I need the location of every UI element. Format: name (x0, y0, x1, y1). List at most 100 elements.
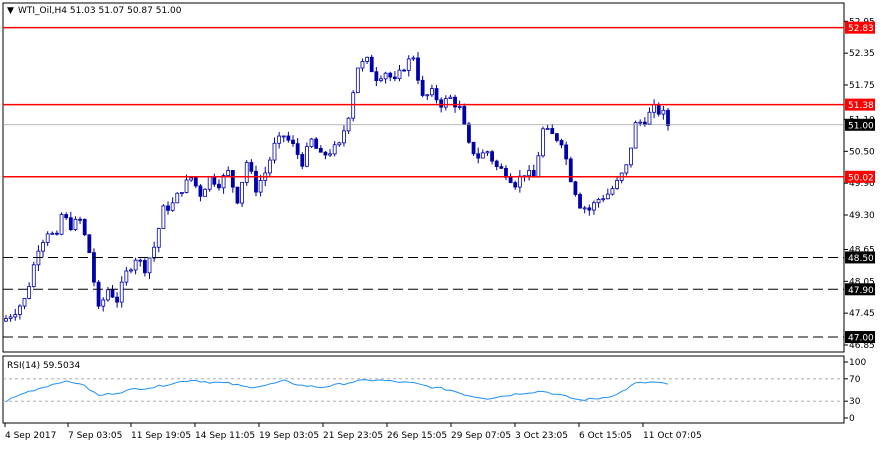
price-tick-label: 51.75 (849, 81, 875, 91)
candle-body (175, 192, 180, 204)
candle-body (189, 177, 194, 181)
candle-body (203, 188, 207, 197)
candle-body (59, 214, 64, 235)
candle-body (656, 104, 661, 115)
candle-body (240, 181, 244, 204)
level-label-box (845, 98, 875, 111)
candle-body (78, 218, 82, 221)
candle-body (638, 121, 643, 124)
candle-body (554, 133, 559, 141)
candle-body (379, 78, 383, 81)
candle-body (217, 183, 221, 189)
candle-body (73, 218, 78, 231)
time-tick-label: 6 Oct 15:05 (579, 431, 632, 441)
candle-body (161, 205, 166, 229)
candle-body (281, 135, 286, 138)
rsi-tick-label: 70 (849, 375, 861, 385)
level-label: 48.50 (848, 254, 874, 264)
dropdown-arrow-icon[interactable]: ▼ (7, 6, 14, 16)
candle-body (36, 250, 41, 266)
candle-body (420, 79, 425, 96)
price-tick-label: 48.65 (849, 245, 875, 255)
candle-body (244, 162, 249, 183)
candle-body (605, 193, 610, 200)
time-tick-label: 11 Sep 19:05 (131, 431, 191, 441)
candle-body (249, 162, 254, 172)
candle-body (152, 246, 157, 259)
candle-body (254, 170, 258, 193)
candle-body (480, 152, 485, 159)
time-tick-label: 26 Sep 15:05 (387, 431, 447, 441)
candle-body (87, 234, 92, 254)
price-tick-label: 52.35 (849, 49, 875, 59)
candle-body (388, 72, 393, 78)
level-label: 47.00 (848, 334, 874, 344)
candle-body (545, 128, 550, 130)
candle-body (624, 164, 629, 174)
candle-body (180, 192, 184, 194)
rsi-indicator: 100 70 30 0 (3, 358, 866, 424)
candle-body (355, 67, 360, 94)
symbol-info: WTI_Oil,H4 51.03 51.07 50.87 51.00 (18, 6, 182, 16)
candle-body (587, 207, 592, 211)
candle-body (430, 88, 434, 96)
level-label-box (845, 21, 875, 34)
candle-body (494, 160, 499, 167)
candle-body (564, 144, 569, 160)
rsi-label: RSI(14) 59.5034 (7, 361, 80, 371)
candle-body (267, 159, 272, 174)
candle-body (425, 94, 430, 97)
candle-body (277, 135, 282, 144)
candle-body (4, 318, 8, 322)
candle-body (411, 57, 416, 60)
candle-body (328, 153, 332, 156)
candle-body (439, 99, 444, 108)
candle-body (453, 96, 457, 108)
candle-body (142, 260, 147, 274)
time-tick-label: 7 Sep 03:05 (68, 431, 122, 441)
candle-body (193, 177, 198, 187)
candle-body (212, 176, 217, 185)
candle-body (666, 109, 670, 127)
candle-body (41, 242, 45, 252)
candle-body (318, 147, 323, 153)
candle-body (295, 143, 300, 155)
candle-body (110, 289, 115, 298)
candle-body (13, 314, 18, 318)
candle-body (550, 128, 555, 135)
candle-body (64, 214, 69, 219)
level-label-box (845, 251, 875, 264)
candle-body (661, 109, 666, 115)
candle-body (517, 175, 522, 188)
candle-body (573, 181, 578, 195)
level-label-box (845, 331, 875, 344)
time-tick-label: 3 Oct 23:05 (515, 431, 568, 441)
candle-body (101, 299, 106, 307)
price-tick-label: 49.30 (849, 211, 875, 221)
level-label: 47.90 (848, 286, 874, 296)
candle-body (652, 104, 657, 113)
candle-body (332, 144, 337, 155)
candle-body (55, 232, 59, 235)
candle-body (578, 194, 582, 209)
candle-body (592, 202, 596, 211)
candle-body (508, 176, 513, 183)
candle-body (8, 316, 13, 319)
candle-body (360, 61, 365, 69)
candle-body (235, 186, 240, 204)
candle-body (45, 233, 50, 243)
candle-body (272, 142, 277, 161)
candles (4, 52, 670, 322)
level-label-box (845, 283, 875, 296)
candle-body (392, 76, 397, 80)
candle-body (119, 281, 124, 303)
price-tick-label: 46.85 (849, 341, 875, 351)
candle-body (342, 130, 346, 144)
candle-body (68, 217, 73, 231)
last-price-label: 51.00 (848, 121, 874, 131)
candle-body (374, 71, 379, 81)
candle-body (170, 202, 175, 211)
candle-body (17, 305, 22, 315)
candle-body (365, 56, 369, 62)
candle-body (27, 286, 32, 299)
